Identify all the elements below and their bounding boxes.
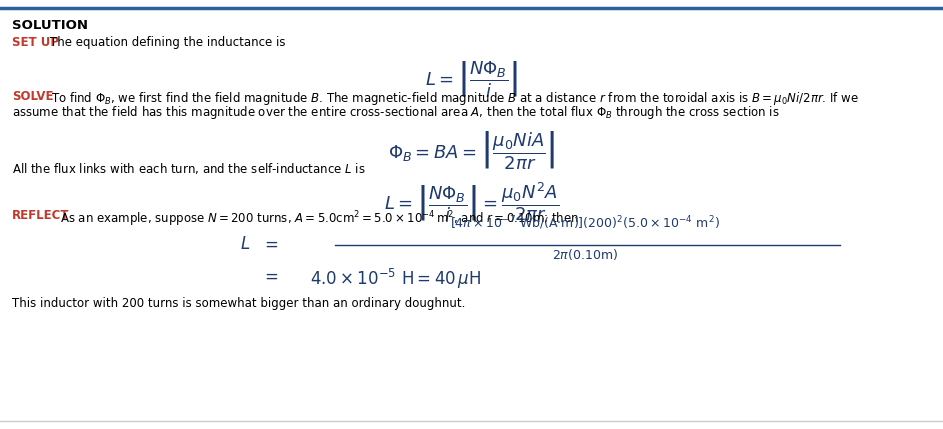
Text: SOLUTION: SOLUTION: [12, 19, 88, 32]
Text: $4.0 \times 10^{-5}\ \mathrm{H} = 40\,\mu\mathrm{H}$: $4.0 \times 10^{-5}\ \mathrm{H} = 40\,\m…: [310, 267, 481, 291]
Text: $[4\pi\times10^{-7}\ \mathrm{Wb/(A{\cdot}m)}](200)^2(5.0\times10^{-4}\ \mathrm{m: $[4\pi\times10^{-7}\ \mathrm{Wb/(A{\cdot…: [450, 214, 720, 232]
Text: $2\pi(0.10\mathrm{m})$: $2\pi(0.10\mathrm{m})$: [552, 247, 618, 262]
Text: assume that the field has this magnitude over the entire cross-sectional area $A: assume that the field has this magnitude…: [12, 104, 780, 121]
Text: $=$: $=$: [261, 235, 279, 253]
Text: As an example, suppose $N = 200$ turns, $A = 5.0\mathrm{cm}^2 = 5.0 \times 10^{-: As an example, suppose $N = 200$ turns, …: [60, 209, 579, 229]
Text: SET UP: SET UP: [12, 36, 59, 49]
Text: REFLECT: REFLECT: [12, 209, 70, 222]
Text: The equation defining the inductance is: The equation defining the inductance is: [50, 36, 286, 49]
Text: This inductor with 200 turns is somewhat bigger than an ordinary doughnut.: This inductor with 200 turns is somewhat…: [12, 297, 466, 310]
Text: All the flux links with each turn, and the self-inductance $L$ is: All the flux links with each turn, and t…: [12, 161, 366, 176]
Text: $L = \left|\dfrac{N\Phi_B}{i}\right| = \dfrac{\mu_0 N^2 A}{2\pi r}$: $L = \left|\dfrac{N\Phi_B}{i}\right| = \…: [384, 180, 559, 224]
Text: $=$: $=$: [261, 267, 279, 285]
Text: To find $\Phi_B$, we first find the field magnitude $B$. The magnetic-field magn: To find $\Phi_B$, we first find the fiel…: [51, 90, 859, 107]
Text: $L = \left|\dfrac{N\Phi_B}{i}\right|$: $L = \left|\dfrac{N\Phi_B}{i}\right|$: [425, 59, 518, 99]
Text: $\Phi_B = BA = \left|\dfrac{\mu_0 NiA}{2\pi r}\right|$: $\Phi_B = BA = \left|\dfrac{\mu_0 NiA}{2…: [388, 129, 555, 171]
Text: $L$: $L$: [240, 235, 250, 253]
Text: SOLVE: SOLVE: [12, 90, 54, 103]
